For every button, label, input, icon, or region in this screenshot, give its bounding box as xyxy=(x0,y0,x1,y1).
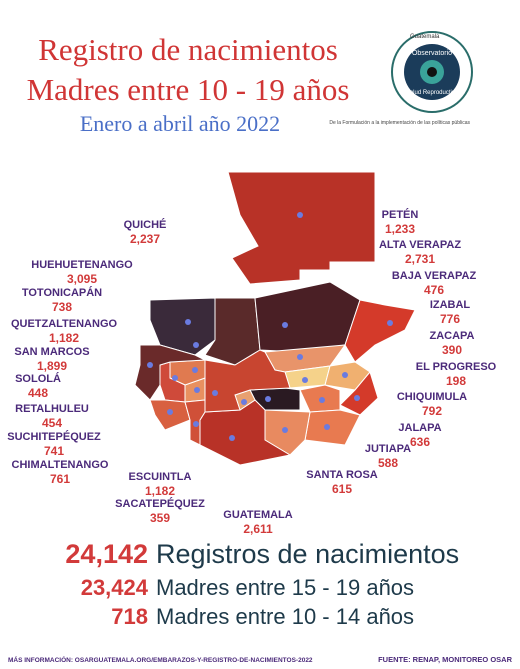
department-name: SAN MARCOS xyxy=(14,346,89,358)
map-dot xyxy=(192,367,198,373)
map-dot xyxy=(229,435,235,441)
department-value: 615 xyxy=(332,482,352,496)
region-san-marcos xyxy=(134,344,207,401)
department-name: ESCUINTLA xyxy=(129,471,192,483)
department-name: SANTA ROSA xyxy=(306,469,378,481)
map xyxy=(134,171,416,466)
department-name: ZACAPA xyxy=(429,330,474,342)
department-value: 3,095 xyxy=(67,272,97,286)
map-dot xyxy=(319,397,325,403)
department-value: 761 xyxy=(50,472,70,486)
summary-value: 718 xyxy=(111,604,148,629)
department-value: 390 xyxy=(442,343,462,357)
map-dot xyxy=(193,421,199,427)
title-line1: Registro de nacimientos xyxy=(38,32,338,67)
department-value: 2,237 xyxy=(130,232,160,246)
map-dot xyxy=(354,395,360,401)
department-value: 1,899 xyxy=(37,359,67,373)
map-dot xyxy=(212,390,218,396)
department-value: 636 xyxy=(410,435,430,449)
logo: Guatemala Observatorio Salud Reproductiv… xyxy=(329,31,473,126)
logo-tagline: De la Formulación a la implementación de… xyxy=(329,120,470,126)
department-name: CHIMALTENANGO xyxy=(12,459,109,471)
map-dot xyxy=(172,375,178,381)
logo-name2: Salud Reproductiva xyxy=(406,90,459,96)
department-name: SOLOLÁ xyxy=(15,372,61,385)
summary-value: 24,142 xyxy=(65,539,148,569)
department-name: PETÉN xyxy=(382,208,419,221)
department-value: 588 xyxy=(378,456,398,470)
department-value: 2,731 xyxy=(405,252,435,266)
region-izabal xyxy=(344,299,416,363)
summary-label: Madres entre 10 - 14 años xyxy=(156,604,414,629)
department-value: 738 xyxy=(52,300,72,314)
map-dot xyxy=(194,387,200,393)
map-dot xyxy=(147,362,153,368)
subtitle: Enero a abril año 2022 xyxy=(80,111,280,136)
region-quetzaltenango xyxy=(159,361,186,403)
map-dot xyxy=(297,212,303,218)
map-dot xyxy=(185,319,191,325)
department-value: 2,611 xyxy=(243,522,273,536)
summary-value: 23,424 xyxy=(81,575,149,600)
map-dot xyxy=(241,399,247,405)
summary-label: Registros de nacimientos xyxy=(156,539,459,569)
map-dot xyxy=(282,322,288,328)
department-name: SACATEPÉQUEZ xyxy=(115,497,205,510)
footer-source: FUENTE: RENAP, MONITOREO OSAR xyxy=(378,655,512,664)
map-dot xyxy=(302,377,308,383)
title-line2: Madres entre 10 - 19 años xyxy=(27,72,350,107)
department-value: 741 xyxy=(44,444,64,458)
department-name: GUATEMALA xyxy=(223,509,293,521)
map-dot xyxy=(387,320,393,326)
logo-top: Guatemala xyxy=(410,34,440,40)
map-dot xyxy=(297,354,303,360)
summary-label: Madres entre 15 - 19 años xyxy=(156,575,414,600)
department-value: 1,182 xyxy=(145,484,175,498)
department-name: TOTONICAPÁN xyxy=(22,286,102,299)
department-value: 454 xyxy=(42,416,62,430)
map-dot xyxy=(342,372,348,378)
department-value: 359 xyxy=(150,511,170,525)
department-value: 1,233 xyxy=(385,222,415,236)
logo-pupil xyxy=(427,67,437,77)
department-value: 448 xyxy=(28,386,48,400)
department-name: JALAPA xyxy=(398,422,441,434)
department-value: 198 xyxy=(446,374,466,388)
department-name: SUCHITEPÉQUEZ xyxy=(7,430,101,443)
region-peten xyxy=(227,171,376,285)
map-dot xyxy=(193,342,199,348)
department-name: JUTIAPA xyxy=(365,443,411,455)
department-value: 776 xyxy=(440,312,460,326)
summary: 24,142 Registros de nacimientos 23,424 Madr… xyxy=(65,539,459,629)
department-name: IZABAL xyxy=(430,299,471,311)
department-value: 476 xyxy=(424,283,444,297)
department-name: BAJA VERAPAZ xyxy=(392,270,477,282)
region-chiquimula xyxy=(339,370,379,416)
footer-info: MÁS INFORMACIÓN: OSARGUATEMALA.ORG/EMBAR… xyxy=(8,655,313,664)
department-name: ALTA VERAPAZ xyxy=(379,239,461,251)
logo-name1: Observatorio xyxy=(412,50,452,57)
department-name: HUEHUETENANGO xyxy=(31,259,133,271)
department-name: EL PROGRESO xyxy=(416,361,497,373)
department-name: QUICHÉ xyxy=(124,218,167,231)
department-name: CHIQUIMULA xyxy=(397,391,467,403)
map-dot xyxy=(324,424,330,430)
map-dot xyxy=(282,427,288,433)
map-dot xyxy=(167,409,173,415)
department-value: 1,182 xyxy=(49,331,79,345)
department-value: 792 xyxy=(422,404,442,418)
department-name: RETALHULEU xyxy=(15,403,89,415)
department-name: QUETZALTENANGO xyxy=(11,318,118,330)
map-dot xyxy=(265,396,271,402)
